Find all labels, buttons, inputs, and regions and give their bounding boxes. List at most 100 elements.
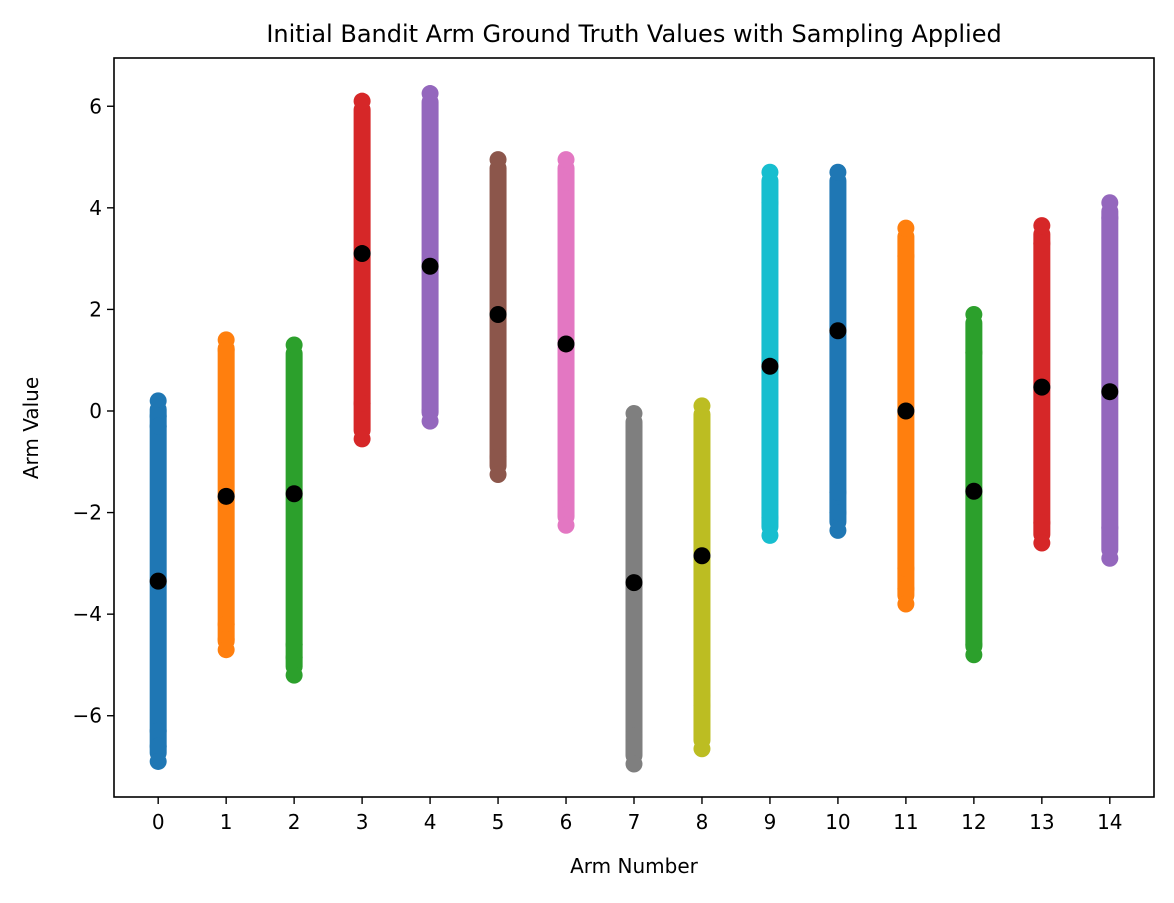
arm-9-sample-point: [761, 163, 779, 181]
arm-6-sample-point: [557, 173, 575, 191]
x-tick-label: 5: [492, 810, 505, 834]
x-tick-label: 6: [560, 810, 573, 834]
arm-4-sample-point: [421, 85, 439, 103]
arm-9-samples-column: [761, 172, 779, 536]
arm-8-samples-column: [693, 405, 711, 749]
arm-0-series: [149, 392, 167, 770]
arm-2-sample-point: [285, 648, 303, 666]
arm-3-series: [353, 92, 371, 448]
arm-12-sample-point: [965, 344, 983, 362]
data-marks: [149, 85, 1119, 773]
y-tick-label: 6: [89, 94, 102, 118]
arm-1-series: [217, 331, 235, 659]
x-tick-label: 9: [764, 810, 777, 834]
chart-title: Initial Bandit Arm Ground Truth Values w…: [266, 20, 1001, 48]
x-tick-label: 4: [424, 810, 437, 834]
arm-9-sample-point: [761, 526, 779, 544]
arm-10-samples-column: [829, 172, 847, 531]
arm-5-sample-point: [489, 465, 507, 483]
arm-10-true-value-point: [829, 322, 847, 340]
y-tick-label: −6: [73, 704, 102, 728]
arm-8-true-value-point: [693, 547, 711, 565]
y-axis-label: Arm Value: [19, 377, 43, 479]
arm-6-sample-point: [557, 483, 575, 501]
x-axis-label: Arm Number: [570, 854, 699, 878]
arm-2-series: [285, 336, 303, 684]
x-tick-label: 1: [220, 810, 233, 834]
y-tick-label: −4: [73, 602, 102, 626]
arm-1-sample-point: [217, 341, 235, 359]
arm-3-sample-point: [353, 92, 371, 110]
arm-8-series: [693, 397, 711, 758]
arm-11-sample-point: [897, 247, 915, 265]
arm-3-sample-point: [353, 430, 371, 448]
arm-10-sample-point: [829, 504, 847, 522]
arm-8-sample-point: [693, 697, 711, 715]
arm-4-series: [421, 85, 439, 430]
arm-11-sample-point: [897, 580, 915, 598]
arm-11-sample-point: [897, 595, 915, 613]
arm-10-series: [829, 163, 847, 539]
arm-4-sample-point: [421, 412, 439, 430]
x-tick-label: 13: [1029, 810, 1054, 834]
arm-4-samples-column: [421, 93, 439, 422]
arm-3-true-value-point: [353, 245, 371, 263]
arm-7-true-value-point: [625, 574, 643, 592]
arm-5-sample-point: [489, 151, 507, 169]
arm-11-true-value-point: [897, 402, 915, 420]
arm-9-sample-point: [761, 194, 779, 212]
arm-0-sample-point: [149, 417, 167, 435]
arm-6-true-value-point: [557, 335, 575, 353]
arm-7-sample-point: [625, 755, 643, 773]
x-tick-label: 3: [356, 810, 369, 834]
x-tick-label: 2: [288, 810, 301, 834]
arm-3-samples-column: [353, 101, 371, 439]
arm-0-sample-point: [149, 722, 167, 740]
arm-14-series: [1101, 194, 1119, 567]
arm-14-true-value-point: [1101, 383, 1119, 401]
arm-13-series: [1033, 217, 1051, 552]
arm-8-sample-point: [693, 740, 711, 758]
arm-4-true-value-point: [421, 257, 439, 275]
arm-5-sample-point: [489, 448, 507, 466]
x-tick-label: 0: [152, 810, 165, 834]
arm-12-series: [965, 305, 983, 664]
arm-14-samples-column: [1101, 202, 1119, 559]
arm-11-series: [897, 219, 915, 613]
arm-12-sample-point: [965, 305, 983, 323]
x-axis: 0 1 2 3 4 5 6 7 8 9 10 11 12 13 14: [152, 797, 1123, 834]
arm-9-sample-point: [761, 509, 779, 527]
arm-5-series: [489, 151, 507, 483]
arm-13-sample-point: [1033, 217, 1051, 235]
x-tick-label: 12: [961, 810, 986, 834]
y-tick-label: 0: [89, 399, 102, 423]
arm-9-true-value-point: [761, 357, 779, 375]
y-tick-label: 4: [89, 196, 102, 220]
arm-0-sample-point: [149, 737, 167, 755]
arm-5-true-value-point: [489, 305, 507, 323]
arm-2-sample-point: [285, 636, 303, 654]
y-tick-label: 2: [89, 297, 102, 321]
arm-8-sample-point: [693, 397, 711, 415]
arm-14-sample-point: [1101, 209, 1119, 227]
x-tick-label: 14: [1097, 810, 1122, 834]
arm-7-sample-point: [625, 405, 643, 423]
arm-2-sample-point: [285, 336, 303, 354]
arm-2-samples-column: [285, 344, 303, 676]
arm-13-sample-point: [1033, 534, 1051, 552]
arm-3-sample-point: [353, 394, 371, 412]
arm-6-sample-point: [557, 151, 575, 169]
arm-13-sample-point: [1033, 514, 1051, 532]
arm-12-sample-point: [965, 646, 983, 664]
arm-6-series: [557, 151, 575, 534]
arm-14-sample-point: [1101, 194, 1119, 212]
arm-0-true-value-point: [149, 572, 167, 590]
arm-11-sample-point: [897, 559, 915, 577]
arm-11-sample-point: [897, 219, 915, 237]
arm-1-true-value-point: [217, 487, 235, 505]
x-tick-label: 8: [696, 810, 709, 834]
arm-0-sample-point: [149, 752, 167, 770]
arm-9-series: [761, 163, 779, 544]
